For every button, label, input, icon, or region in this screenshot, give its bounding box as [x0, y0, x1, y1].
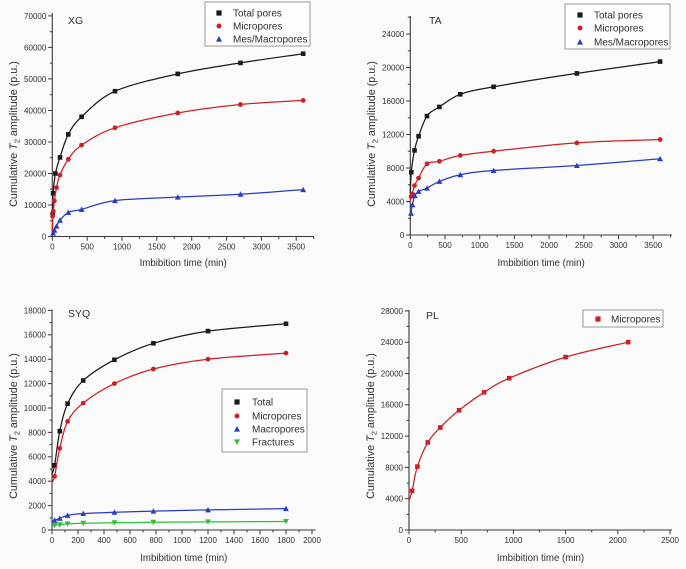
svg-text:16000: 16000 — [381, 401, 404, 410]
svg-text:10000: 10000 — [24, 201, 47, 210]
svg-text:4000: 4000 — [387, 197, 405, 206]
svg-text:0: 0 — [407, 536, 412, 545]
svg-text:Total pores: Total pores — [594, 11, 643, 22]
svg-text:Micropores: Micropores — [252, 412, 301, 423]
svg-text:500: 500 — [455, 536, 469, 545]
svg-text:0: 0 — [50, 243, 55, 252]
svg-text:3000: 3000 — [610, 241, 628, 250]
svg-text:1800: 1800 — [277, 536, 295, 545]
svg-text:2000: 2000 — [303, 536, 321, 545]
svg-text:2000: 2000 — [28, 502, 46, 511]
svg-text:12000: 12000 — [24, 380, 47, 389]
svg-text:500: 500 — [81, 243, 95, 252]
svg-text:3500: 3500 — [644, 241, 662, 250]
svg-text:12000: 12000 — [382, 130, 405, 139]
svg-text:1400: 1400 — [225, 536, 243, 545]
svg-text:16000: 16000 — [24, 331, 47, 340]
svg-text:XG: XG — [68, 15, 83, 27]
svg-text:4000: 4000 — [385, 495, 403, 504]
svg-text:500: 500 — [438, 241, 452, 250]
svg-text:2000: 2000 — [609, 536, 627, 545]
svg-text:28000: 28000 — [381, 307, 404, 316]
svg-text:Imbibition time (min): Imbibition time (min) — [140, 553, 227, 564]
svg-text:14000: 14000 — [24, 355, 47, 364]
svg-text:20000: 20000 — [381, 369, 404, 378]
svg-text:800: 800 — [149, 536, 163, 545]
svg-text:0: 0 — [42, 526, 47, 535]
svg-text:2000: 2000 — [540, 241, 558, 250]
svg-text:3500: 3500 — [287, 243, 305, 252]
svg-text:Cumulative T2 amplitude (p.u.): Cumulative T2 amplitude (p.u.) — [8, 61, 21, 207]
svg-text:1500: 1500 — [557, 536, 575, 545]
svg-text:Mes/Macropores: Mes/Macropores — [233, 35, 307, 46]
svg-text:0: 0 — [399, 526, 404, 535]
svg-text:Cumulative T2 amplitude (p.u.): Cumulative T2 amplitude (p.u.) — [365, 353, 378, 499]
svg-text:2500: 2500 — [575, 241, 593, 250]
svg-text:0: 0 — [50, 536, 55, 545]
svg-text:10000: 10000 — [24, 404, 47, 413]
svg-text:2500: 2500 — [218, 243, 236, 252]
svg-text:18000: 18000 — [24, 306, 47, 315]
svg-text:1200: 1200 — [199, 536, 217, 545]
svg-text:1600: 1600 — [251, 536, 269, 545]
svg-text:600: 600 — [123, 536, 137, 545]
svg-text:400: 400 — [97, 536, 111, 545]
svg-text:Macropores: Macropores — [252, 425, 305, 436]
svg-text:20000: 20000 — [24, 169, 47, 178]
svg-text:16000: 16000 — [382, 97, 405, 106]
svg-text:Fractures: Fractures — [252, 438, 294, 449]
svg-text:Imbibition time (min): Imbibition time (min) — [140, 258, 227, 269]
svg-text:Imbibition time (min): Imbibition time (min) — [497, 258, 584, 269]
svg-text:6000: 6000 — [28, 453, 46, 462]
svg-text:1000: 1000 — [113, 243, 131, 252]
svg-text:0: 0 — [408, 241, 413, 250]
svg-text:TA: TA — [429, 15, 442, 27]
svg-text:40000: 40000 — [24, 106, 47, 115]
svg-text:1500: 1500 — [148, 243, 166, 252]
svg-text:Cumulative T2 amplitude (p.u.): Cumulative T2 amplitude (p.u.) — [8, 353, 21, 499]
svg-text:0: 0 — [42, 232, 47, 241]
svg-text:1000: 1000 — [505, 536, 523, 545]
svg-text:Total pores: Total pores — [233, 9, 282, 20]
svg-text:Cumulative T2 amplitude (p.u.): Cumulative T2 amplitude (p.u.) — [366, 61, 379, 207]
svg-text:8000: 8000 — [387, 164, 405, 173]
svg-text:2500: 2500 — [661, 536, 679, 545]
svg-text:70000: 70000 — [24, 12, 47, 21]
svg-text:3000: 3000 — [253, 243, 271, 252]
svg-text:8000: 8000 — [28, 428, 46, 437]
svg-text:1500: 1500 — [506, 241, 524, 250]
svg-text:60000: 60000 — [24, 43, 47, 52]
svg-text:Micropores: Micropores — [611, 315, 660, 326]
svg-text:200: 200 — [71, 536, 85, 545]
svg-text:PL: PL — [426, 310, 439, 322]
svg-text:24000: 24000 — [381, 338, 404, 347]
svg-text:20000: 20000 — [382, 63, 405, 72]
svg-text:24000: 24000 — [382, 30, 405, 39]
svg-text:Imbibition time (min): Imbibition time (min) — [497, 553, 584, 564]
svg-text:Micropores: Micropores — [233, 22, 282, 33]
svg-text:4000: 4000 — [28, 477, 46, 486]
svg-text:2000: 2000 — [183, 243, 201, 252]
svg-text:0: 0 — [400, 231, 405, 240]
svg-text:30000: 30000 — [24, 138, 47, 147]
svg-text:1000: 1000 — [173, 536, 191, 545]
svg-text:Mes/Macropores: Mes/Macropores — [594, 38, 668, 49]
svg-text:8000: 8000 — [385, 463, 403, 472]
svg-text:1000: 1000 — [471, 241, 489, 250]
svg-text:50000: 50000 — [24, 75, 47, 84]
svg-text:Total: Total — [252, 398, 273, 409]
svg-text:Micropores: Micropores — [594, 24, 643, 35]
svg-text:SYQ: SYQ — [68, 308, 90, 320]
svg-text:12000: 12000 — [381, 432, 404, 441]
